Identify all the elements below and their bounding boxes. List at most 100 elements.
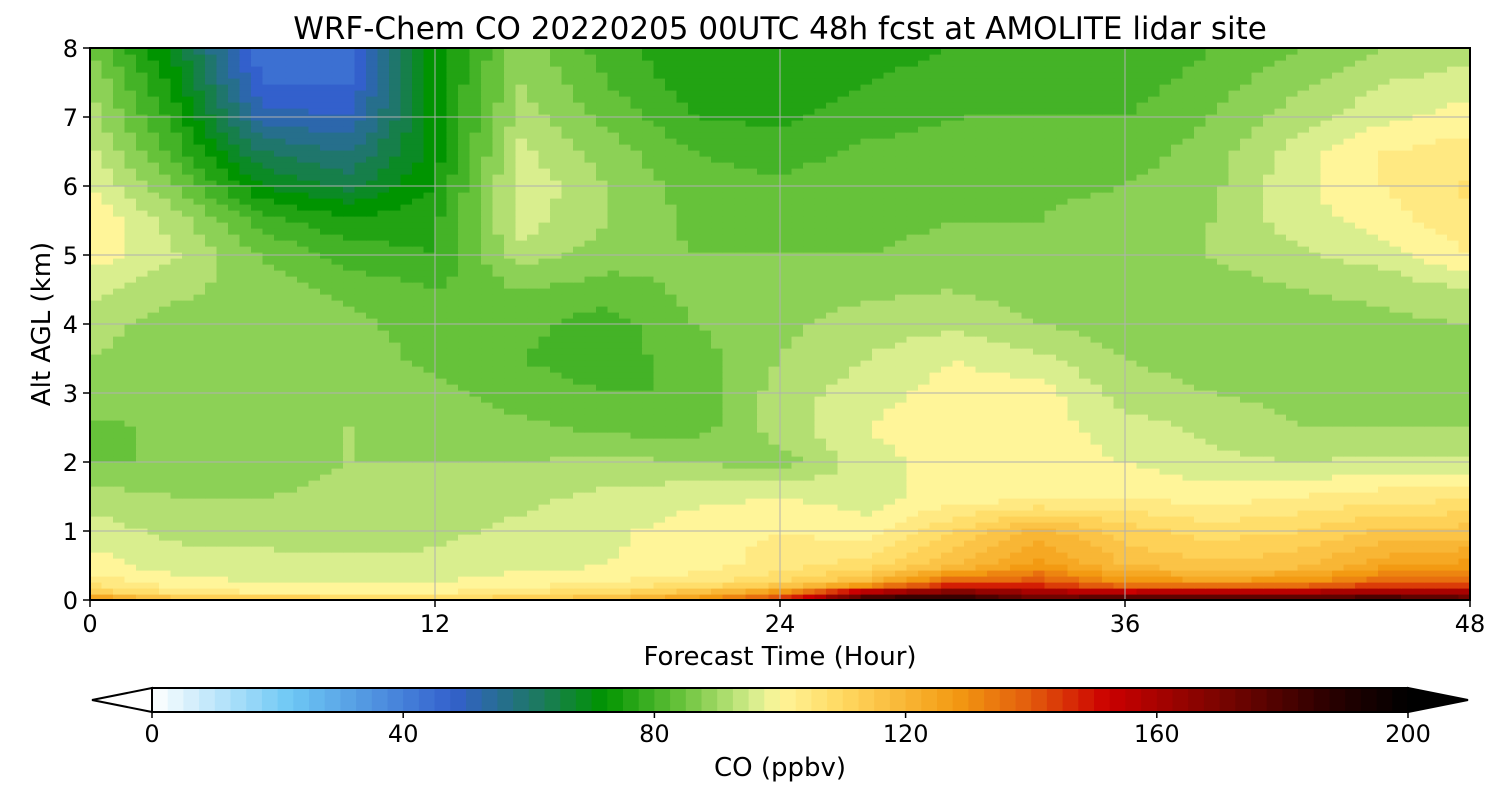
heatmap-cell <box>688 432 701 439</box>
heatmap-cell <box>1378 558 1391 565</box>
heatmap-cell <box>366 558 379 565</box>
heatmap-cell <box>458 558 471 565</box>
heatmap-cell <box>745 462 758 469</box>
heatmap-cell <box>1251 468 1264 475</box>
heatmap-cell <box>400 582 413 589</box>
heatmap-cell <box>584 450 597 457</box>
heatmap-cell <box>1389 516 1402 523</box>
heatmap-cell <box>998 456 1011 463</box>
heatmap-cell <box>1274 498 1287 505</box>
heatmap-cell <box>205 534 218 541</box>
heatmap-cell <box>377 420 390 427</box>
heatmap-cell <box>550 450 563 457</box>
heatmap-cell <box>481 546 494 553</box>
heatmap-cell <box>412 486 425 493</box>
heatmap-cell <box>1263 516 1276 523</box>
heatmap-cell <box>1125 480 1138 487</box>
heatmap-cell <box>895 366 908 373</box>
heatmap-cell <box>147 378 160 385</box>
heatmap-cell <box>1424 588 1437 595</box>
heatmap-cell <box>1389 594 1402 601</box>
heatmap-cell <box>584 534 597 541</box>
heatmap-cell <box>895 372 908 379</box>
heatmap-cell <box>481 396 494 403</box>
heatmap-cell <box>1378 420 1391 427</box>
heatmap-cell <box>308 534 321 541</box>
heatmap-cell <box>1125 438 1138 445</box>
heatmap-cell <box>1401 564 1414 571</box>
heatmap-cell <box>964 402 977 409</box>
heatmap-cell <box>469 444 482 451</box>
heatmap-cell <box>952 540 965 547</box>
heatmap-cell <box>400 546 413 553</box>
heatmap-cell <box>136 444 149 451</box>
heatmap-cell <box>1079 480 1092 487</box>
heatmap-cell <box>1435 360 1448 367</box>
heatmap-cell <box>872 456 885 463</box>
heatmap-cell <box>1090 498 1103 505</box>
heatmap-cell <box>791 450 804 457</box>
heatmap-cell <box>262 474 275 481</box>
heatmap-cell <box>872 402 885 409</box>
heatmap-cell <box>423 546 436 553</box>
heatmap-cell <box>1159 504 1172 511</box>
heatmap-cell <box>1320 420 1333 427</box>
heatmap-cell <box>757 360 770 367</box>
heatmap-cell <box>1378 570 1391 577</box>
heatmap-cell <box>550 438 563 445</box>
heatmap-cell <box>274 546 287 553</box>
heatmap-cell <box>90 570 103 577</box>
heatmap-cell <box>1228 558 1241 565</box>
heatmap-cell <box>734 384 747 391</box>
heatmap-cell <box>274 444 287 451</box>
heatmap-cell <box>676 408 689 415</box>
heatmap-cell <box>1332 522 1345 529</box>
heatmap-cell <box>1263 480 1276 487</box>
heatmap-cell <box>1125 456 1138 463</box>
heatmap-cell <box>331 402 344 409</box>
heatmap-cell <box>1125 504 1138 511</box>
heatmap-cell <box>837 456 850 463</box>
heatmap-cell <box>1401 414 1414 421</box>
heatmap-cell <box>458 552 471 559</box>
heatmap-cell <box>90 432 103 439</box>
heatmap-cell <box>722 486 735 493</box>
heatmap-cell <box>239 444 252 451</box>
heatmap-cell <box>216 516 229 523</box>
heatmap-cell <box>1090 372 1103 379</box>
heatmap-cell <box>676 498 689 505</box>
heatmap-cell <box>228 594 241 601</box>
heatmap-cell <box>193 348 206 355</box>
heatmap-cell <box>320 492 333 499</box>
heatmap-cell <box>607 426 620 433</box>
heatmap-cell <box>1044 468 1057 475</box>
heatmap-cell <box>320 354 333 361</box>
heatmap-cell <box>596 354 609 361</box>
heatmap-cell <box>964 564 977 571</box>
heatmap-cell <box>757 594 770 601</box>
heatmap-cell <box>1320 378 1333 385</box>
heatmap-cell <box>285 456 298 463</box>
heatmap-cell <box>492 450 505 457</box>
heatmap-cell <box>1010 510 1023 517</box>
heatmap-cell <box>1378 474 1391 481</box>
heatmap-cell <box>1205 504 1218 511</box>
heatmap-cell <box>1010 522 1023 529</box>
heatmap-cell <box>1263 558 1276 565</box>
heatmap-cell <box>147 456 160 463</box>
heatmap-cell <box>492 480 505 487</box>
heatmap-cell <box>722 522 735 529</box>
heatmap-cell <box>883 534 896 541</box>
heatmap-cell <box>630 564 643 571</box>
heatmap-cell <box>366 414 379 421</box>
heatmap-cell <box>515 486 528 493</box>
heatmap-cell <box>745 534 758 541</box>
heatmap-cell <box>550 522 563 529</box>
heatmap-cell <box>1343 576 1356 583</box>
heatmap-cell <box>504 546 517 553</box>
heatmap-cell <box>918 432 931 439</box>
heatmap-cell <box>1378 360 1391 367</box>
heatmap-cell <box>274 462 287 469</box>
heatmap-cell <box>860 546 873 553</box>
heatmap-cell <box>1435 504 1448 511</box>
